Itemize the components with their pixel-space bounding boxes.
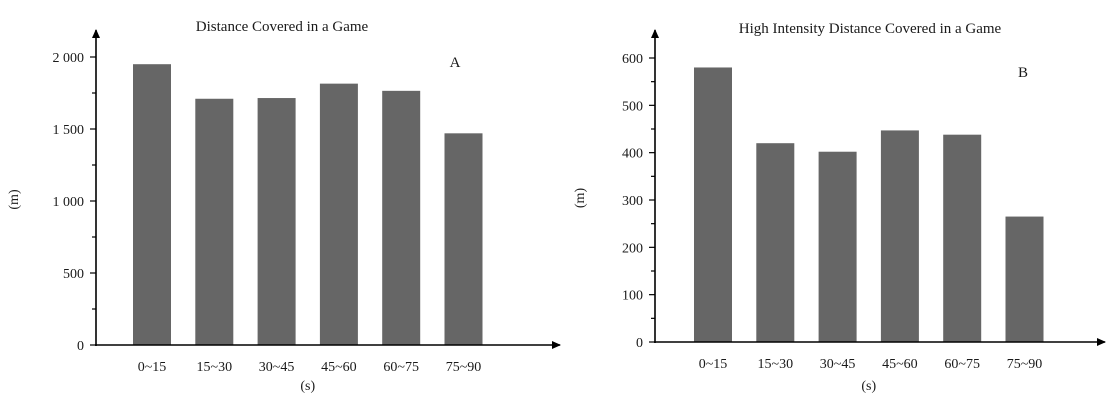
- chart-a-y-tick-label: 2 000: [53, 51, 85, 66]
- chart-b-x-label: (s): [861, 379, 876, 394]
- chart-a-bar-15~30: [195, 98, 234, 345]
- chart-a-x-tick-label: 0~15: [138, 360, 167, 375]
- chart-b-y-label: (m): [573, 188, 588, 209]
- chart-b-bar-60~75: [943, 134, 982, 342]
- chart-a-bar-45~60: [319, 83, 358, 345]
- chart-b-bar-75~90: [1005, 216, 1044, 342]
- chart-b-x-tick-label: 45~60: [882, 357, 918, 372]
- chart-a-y-tick-label: 500: [63, 267, 84, 282]
- chart-a-x-tick-label: 30~45: [259, 360, 295, 375]
- chart-b-y-tick-label: 200: [622, 241, 643, 256]
- chart-a-y-tick-label: 1 000: [53, 195, 85, 210]
- chart-b-panel-label: B: [1018, 65, 1028, 81]
- chart-b-bar-0~15: [694, 67, 732, 342]
- chart-a-bar-60~75: [382, 90, 421, 345]
- chart-a-bar-0~15: [133, 64, 171, 345]
- chart-b-bar-15~30: [756, 143, 795, 342]
- chart-b-x-tick-label: 75~90: [1007, 357, 1043, 372]
- chart-b-x-tick-label: 60~75: [944, 357, 980, 372]
- chart-b-y-tick-label: 100: [622, 289, 643, 304]
- chart-a-y-tick-label: 0: [77, 339, 84, 354]
- chart-b-y-tick-label: 300: [622, 194, 643, 209]
- chart-a-x-tick-label: 15~30: [197, 360, 233, 375]
- chart-b-x-tick-label: 15~30: [758, 357, 794, 372]
- chart-b-title: High Intensity Distance Covered in a Gam…: [739, 21, 1002, 37]
- chart-a-x-tick-label: 45~60: [321, 360, 357, 375]
- chart-a-title: Distance Covered in a Game: [196, 19, 369, 35]
- chart-b-y-tick-label: 0: [636, 336, 643, 351]
- chart-b-y-tick-label: 500: [622, 99, 643, 114]
- chart-b-y-tick-label: 400: [622, 147, 643, 162]
- chart-a-bar-75~90: [444, 133, 483, 345]
- chart-a-panel-label: A: [450, 55, 461, 71]
- chart-b-x-tick-label: 0~15: [699, 357, 728, 372]
- chart-a-bar-30~45: [257, 98, 296, 345]
- chart-a: Distance Covered in a Game A 0~15 15~30 30~4…: [7, 19, 561, 394]
- chart-a-x-tick-label: 60~75: [383, 360, 419, 375]
- chart-b: High Intensity Distance Covered in a Gam…: [573, 21, 1106, 394]
- chart-a-y-tick-label: 1 500: [53, 123, 85, 138]
- chart-b-bar-45~60: [880, 130, 919, 342]
- chart-a-y-label: (m): [7, 189, 22, 210]
- chart-a-x-tick-label: 75~90: [446, 360, 482, 375]
- chart-b-y-tick-label: 600: [622, 52, 643, 67]
- chart-b-x-tick-label: 30~45: [820, 357, 856, 372]
- chart-b-bar-30~45: [818, 151, 857, 342]
- chart-a-x-label: (s): [300, 379, 315, 394]
